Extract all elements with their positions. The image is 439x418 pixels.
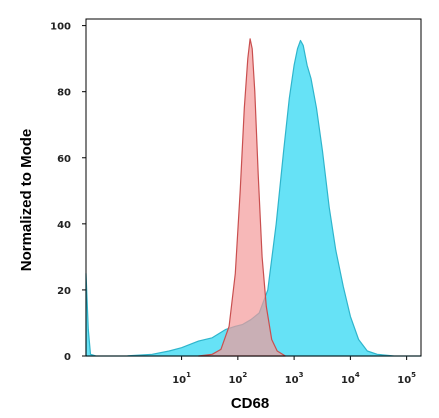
histogram-series-1 bbox=[85, 39, 422, 357]
y-axis-ticks: 0 20 40 60 80 100 bbox=[50, 22, 86, 363]
y-tick-label: 60 bbox=[57, 154, 71, 165]
y-tick-label: 0 bbox=[64, 352, 71, 363]
y-axis-label: Normalized to Mode bbox=[18, 129, 35, 272]
y-tick-label: 40 bbox=[57, 220, 71, 231]
plot-area bbox=[85, 18, 422, 357]
x-tick-label: 102 bbox=[228, 371, 247, 386]
histogram-series-2 bbox=[197, 38, 286, 357]
plot-frame bbox=[85, 18, 422, 357]
y-tick-label: 80 bbox=[57, 88, 71, 99]
x-tick-label: 101 bbox=[172, 371, 191, 386]
x-tick-label: 104 bbox=[341, 371, 360, 386]
x-tick-label: 105 bbox=[397, 371, 416, 386]
x-tick-label: 103 bbox=[285, 371, 304, 386]
y-tick-label: 20 bbox=[57, 286, 71, 297]
y-tick-label: 100 bbox=[50, 22, 71, 33]
x-axis-label: CD68 bbox=[231, 395, 269, 412]
x-axis-ticks: 101 102 103 104 105 bbox=[172, 356, 416, 386]
